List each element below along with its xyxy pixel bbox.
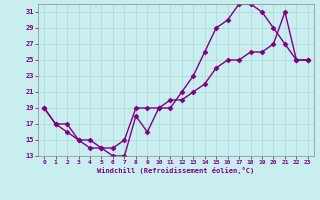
X-axis label: Windchill (Refroidissement éolien,°C): Windchill (Refroidissement éolien,°C) [97,167,255,174]
